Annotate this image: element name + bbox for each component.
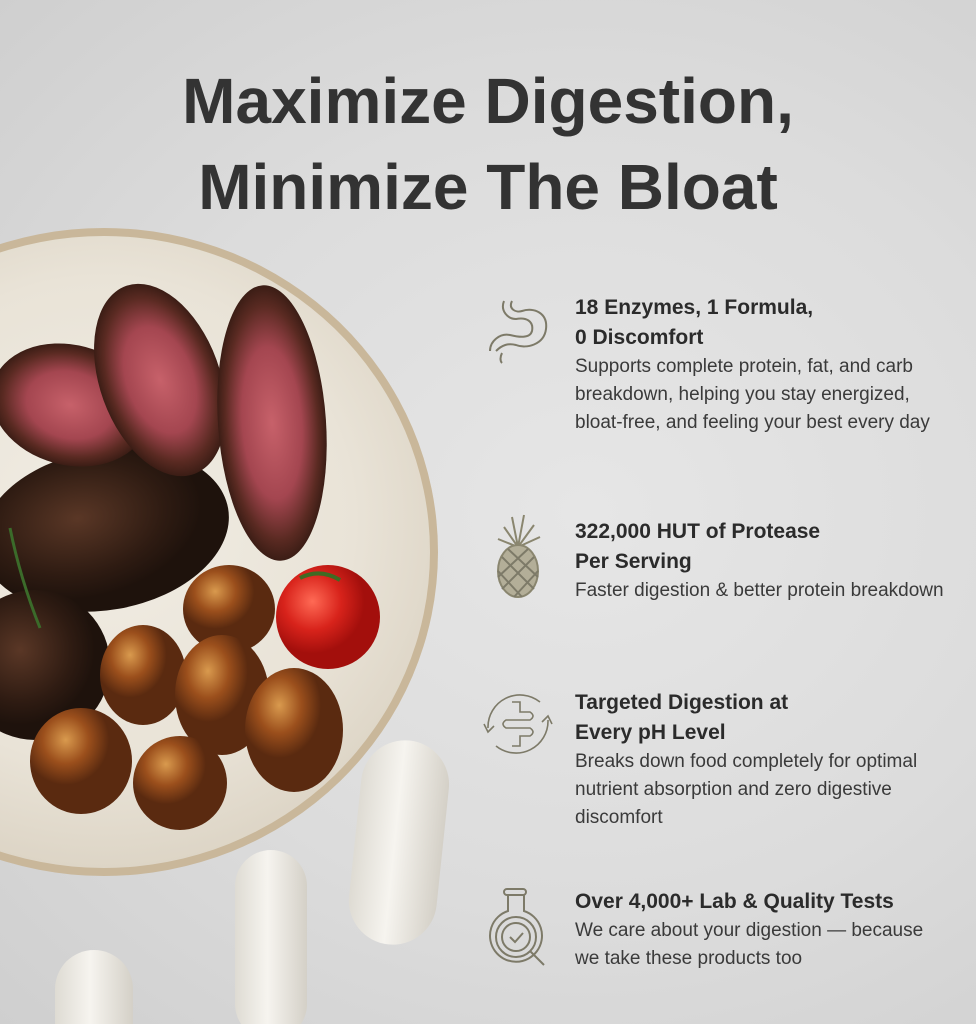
steak-slice [94, 283, 226, 477]
headline-line-1: Maximize Digestion, [182, 65, 794, 137]
stomach-icon [489, 300, 548, 364]
feature-title: 18 Enzymes, 1 Formula, [575, 296, 814, 319]
feature-title: 322,000 HUT of Protease [575, 520, 821, 543]
capsule [55, 950, 133, 1024]
rosemary-sprig [8, 527, 42, 629]
feature-title-2: Every pH Level [575, 721, 726, 744]
feature-description: Supports complete protein, fat, and carb… [575, 356, 930, 433]
intestine-cycle-icon [483, 694, 553, 754]
capsule [235, 850, 307, 1024]
feature-description: Faster digestion & better protein breakd… [575, 580, 944, 601]
feature-title: Targeted Digestion at [575, 691, 789, 714]
cherry-tomato [276, 565, 380, 669]
feature-protease: 322,000 HUT of Protease Per Serving Fast… [482, 514, 952, 605]
headline-line-2: Minimize The Bloat [198, 151, 778, 223]
pineapple-icon [497, 514, 541, 598]
feature-ph-level: Targeted Digestion at Every pH Level Bre… [482, 688, 952, 832]
feature-lab-tests: Over 4,000+ Lab & Quality Tests We care … [482, 887, 952, 977]
steak-slice [217, 285, 327, 561]
feature-description: We care about your digestion — because w… [575, 920, 924, 969]
flask-magnifier-check-icon [489, 888, 545, 966]
feature-title-2: Per Serving [575, 550, 692, 573]
tomato-stem [299, 571, 342, 582]
steak-seared-2 [0, 590, 110, 740]
headline: Maximize Digestion, Minimize The Bloat [0, 58, 976, 230]
potato [30, 708, 132, 814]
feature-title-2: 0 Discomfort [575, 326, 704, 349]
feature-title: Over 4,000+ Lab & Quality Tests [575, 890, 894, 913]
potato [245, 668, 343, 792]
steak-seared [0, 448, 229, 612]
potato [183, 565, 275, 653]
feature-description: Breaks down food completely for optimal … [575, 751, 918, 828]
feature-enzymes: 18 Enzymes, 1 Formula, 0 Discomfort Supp… [482, 293, 952, 437]
food-photo [0, 228, 450, 1024]
capsule [348, 740, 450, 945]
potato [133, 736, 227, 830]
potato [100, 625, 186, 725]
